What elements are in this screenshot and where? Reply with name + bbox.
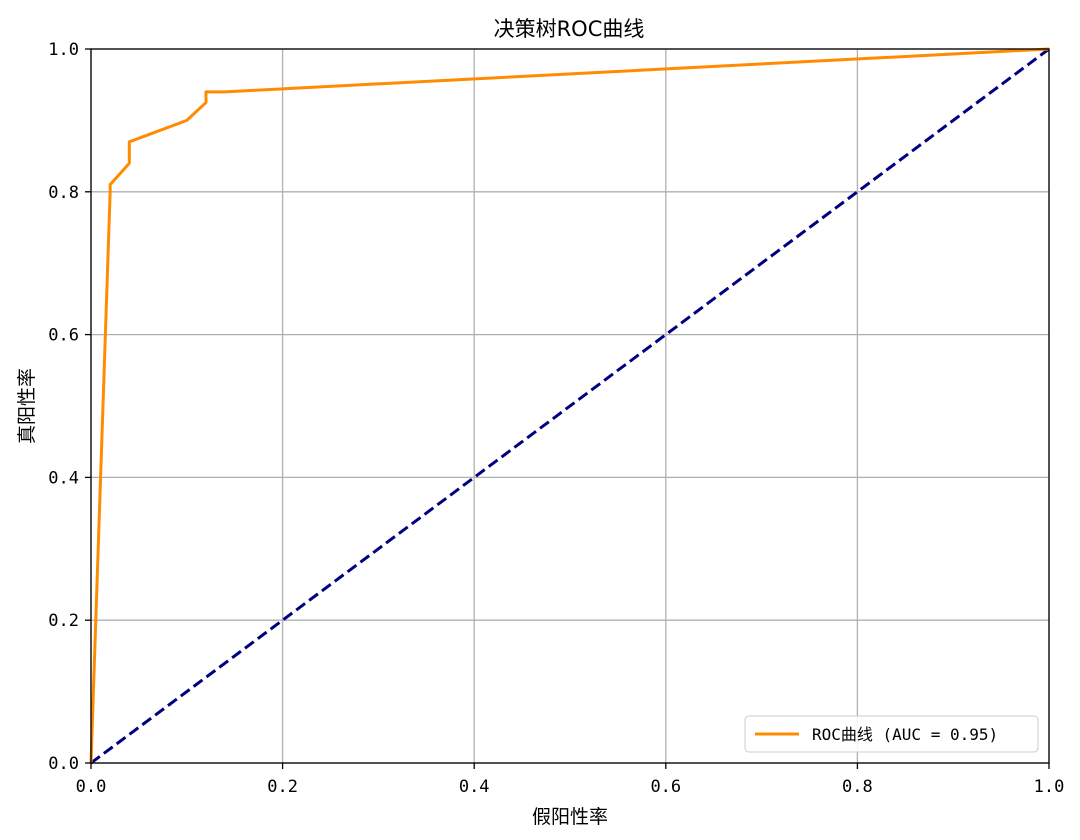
x-tick-label: 0.6 [650, 777, 681, 797]
chance-diagonal-line [90, 47, 1050, 765]
x-tick-label: 0.8 [842, 777, 873, 797]
x-tick-label: 0.0 [76, 777, 107, 797]
y-axis-label: 真阳性率 [16, 368, 38, 444]
ticks-layer: 0.0 0.2 0.4 0.6 0.8 1.0 0.0 0.2 0.4 0.6 0.8 1.0 [48, 40, 1064, 797]
plot-frame [90, 48, 1050, 764]
y-tick-label: 0.0 [48, 754, 79, 774]
y-tick-label: 0.4 [48, 468, 79, 488]
legend: ROC曲线 (AUC = 0.95) [744, 715, 1039, 753]
y-tick-label: 0.8 [48, 183, 79, 203]
x-tick-label: 1.0 [1034, 777, 1065, 797]
y-tick-label: 1.0 [48, 40, 79, 60]
y-tick-label: 0.2 [48, 611, 79, 631]
legend-box [744, 715, 1039, 753]
x-tick-label: 0.4 [459, 777, 490, 797]
x-tick-label: 0.2 [267, 777, 298, 797]
roc-curve-line [89, 47, 1050, 764]
y-tick-label: 0.6 [48, 326, 79, 346]
chart-title: 决策树ROC曲线 [494, 17, 645, 41]
x-axis-label: 假阳性率 [532, 806, 608, 828]
legend-entry-roc: ROC曲线 (AUC = 0.95) [812, 725, 998, 744]
series-layer [89, 47, 1050, 765]
